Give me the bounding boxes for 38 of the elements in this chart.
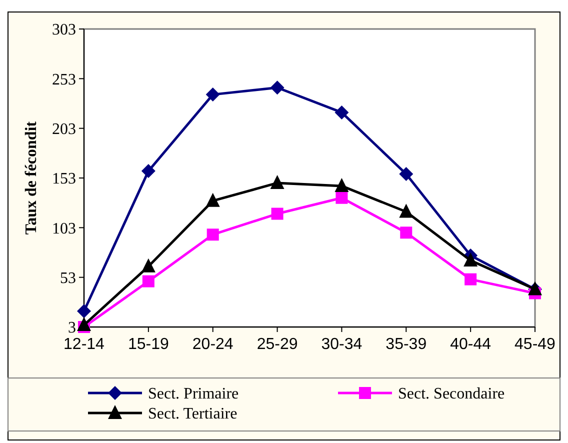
y-tick-label: 253 <box>52 71 76 88</box>
y-tick-label: 103 <box>52 220 76 238</box>
point <box>464 252 478 266</box>
point <box>142 275 154 288</box>
point <box>206 228 219 241</box>
y-tick-label: 53 <box>60 270 76 287</box>
y-tick-label: 303 <box>52 22 76 39</box>
x-tick-label: 20-24 <box>192 336 234 353</box>
legend-label: Sect. Secondaire <box>398 386 505 403</box>
point <box>270 174 284 189</box>
x-tick-label: 15-19 <box>128 336 169 353</box>
point <box>399 204 414 218</box>
point <box>77 317 91 332</box>
point <box>206 192 220 207</box>
point <box>399 167 414 182</box>
point <box>400 226 412 239</box>
point <box>271 208 284 220</box>
x-tick-label: 35-39 <box>386 336 427 353</box>
point <box>141 164 156 178</box>
point <box>206 88 220 102</box>
y-tick-label: 3 <box>68 320 76 337</box>
x-tick-label: 40-44 <box>450 336 492 353</box>
legend-label: Sect. Tertiaire <box>148 406 238 423</box>
point <box>141 258 156 272</box>
point <box>334 105 349 120</box>
x-tick-label: 30-34 <box>321 336 362 353</box>
legend-label: Sect. Primaire <box>148 386 239 403</box>
y-tick-label: 153 <box>52 170 76 188</box>
x-tick-label: 12-14 <box>64 336 105 353</box>
point <box>77 304 91 318</box>
y-tick-label: 203 <box>52 120 76 138</box>
point <box>270 80 284 95</box>
point <box>464 273 477 286</box>
x-tick-label: 25-29 <box>256 336 298 353</box>
y-axis-title: Taux de fécondit <box>23 120 40 235</box>
x-tick-label: 45-49 <box>514 336 556 353</box>
point <box>334 178 349 192</box>
point <box>336 192 348 204</box>
